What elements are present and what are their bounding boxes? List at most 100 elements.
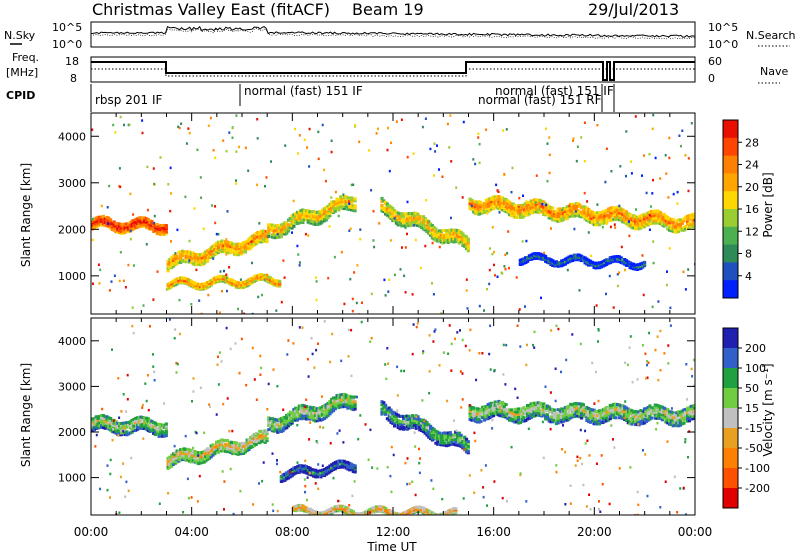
scatter-cell-0 xyxy=(148,427,152,431)
scatter-cell-1 xyxy=(229,251,233,255)
scatter-cell-1 xyxy=(231,443,235,447)
noise-cell xyxy=(97,263,100,266)
scatter-cell-2 xyxy=(328,202,332,206)
scatter-cell-1 xyxy=(265,432,269,436)
scatter-cell-6 xyxy=(572,253,576,257)
scatter-cell-4 xyxy=(529,202,533,206)
scatter-cell-2 xyxy=(303,209,307,213)
scatter-cell-3 xyxy=(464,237,469,241)
scatter-cell-4 xyxy=(644,409,648,413)
scatter-cell-4 xyxy=(633,224,638,228)
scatter-cell-4 xyxy=(617,209,621,213)
scatter-cell-4 xyxy=(513,212,517,216)
scatter-cell-4 xyxy=(535,208,539,212)
scatter-cell-0 xyxy=(127,224,131,228)
scatter-cell-1 xyxy=(236,244,240,248)
noise-cell xyxy=(682,270,685,274)
scatter-cell-0 xyxy=(114,427,118,430)
scatter-cell-4 xyxy=(477,420,481,424)
scatter-cell-4 xyxy=(632,417,636,421)
scatter-cell-2 xyxy=(349,404,354,408)
scatter-cell-2 xyxy=(328,402,332,406)
colorbar-tick-label: 8 xyxy=(745,248,752,261)
scatter-cell-2 xyxy=(353,197,357,201)
scatter-cell-1 xyxy=(188,459,192,463)
scatter-cell-2 xyxy=(279,425,283,429)
scatter-cell-1 xyxy=(177,256,181,260)
scatter-cell-1 xyxy=(229,446,233,450)
scatter-cell-3 xyxy=(402,224,406,228)
scatter-cell-4 xyxy=(621,213,625,217)
scatter-cell-1 xyxy=(260,439,264,443)
scatter-cell-3 xyxy=(443,431,447,435)
scatter-cell-2 xyxy=(348,205,352,209)
scatter-cell-4 xyxy=(574,409,578,413)
scatter-cell-0 xyxy=(152,425,156,429)
scatter-cell-3 xyxy=(407,219,411,223)
scatter-cell-6 xyxy=(569,254,573,258)
scatter-cell-4 xyxy=(637,410,641,414)
scatter-cell-2 xyxy=(301,215,305,219)
scatter-cell-4 xyxy=(693,412,695,416)
scatter-cell-1 xyxy=(218,441,222,445)
scatter-cell-0 xyxy=(100,215,104,219)
scatter-cell-4 xyxy=(678,218,682,222)
scatter-cell-3 xyxy=(396,423,400,427)
scatter-cell-3 xyxy=(409,218,413,222)
scatter-cell-4 xyxy=(648,404,652,408)
scatter-cell-1 xyxy=(234,441,238,445)
scatter-cell-4 xyxy=(569,214,573,218)
scatter-cell-4 xyxy=(569,208,573,212)
scatter-cell-4 xyxy=(473,209,478,213)
scatter-cell-1 xyxy=(263,235,267,239)
scatter-cell-3 xyxy=(418,220,422,224)
scatter-cell-5 xyxy=(222,275,226,278)
scatter-cell-4 xyxy=(531,407,535,411)
scatter-cell-4 xyxy=(482,413,487,417)
scatter-cell-4 xyxy=(520,212,524,216)
scatter-cell-6 xyxy=(588,263,593,267)
scatter-cell-3 xyxy=(416,417,420,421)
scatter-cell-0 xyxy=(135,423,140,427)
scatter-cell-1 xyxy=(254,242,258,246)
scatter-cell-2 xyxy=(326,414,330,418)
scatter-cell-3 xyxy=(448,433,452,437)
scatter-cell-6 xyxy=(635,265,639,268)
scatter-cell-1 xyxy=(180,258,185,262)
scatter-cell-1 xyxy=(173,257,177,261)
scatter-cell-4 xyxy=(486,417,490,421)
scatter-cell-4 xyxy=(610,413,614,417)
scatter-cell-3 xyxy=(454,230,458,234)
scatter-cell-3 xyxy=(393,411,397,415)
scatter-cell-3 xyxy=(411,221,415,225)
scatter-cell-4 xyxy=(650,222,654,226)
scatter-cell-4 xyxy=(569,416,573,420)
scatter-cell-4 xyxy=(526,412,530,416)
scatter-cell-3 xyxy=(464,442,469,446)
scatter-cell-3 xyxy=(389,210,393,214)
scatter-cell-4 xyxy=(491,412,496,415)
scatter-cell-4 xyxy=(509,411,513,414)
scatter-cell-2 xyxy=(322,209,327,213)
scatter-cell-2 xyxy=(339,403,343,407)
scatter-cell-4 xyxy=(576,411,580,415)
noise-cell xyxy=(321,123,324,127)
scatter-cell-3 xyxy=(414,220,418,224)
scatter-cell-4 xyxy=(486,197,490,201)
scatter-cell-2 xyxy=(342,195,346,199)
scatter-cell-1 xyxy=(233,448,237,452)
nave-label: Nave xyxy=(760,65,788,78)
scatter-cell-4 xyxy=(687,412,691,416)
scatter-cell-6 xyxy=(592,266,596,269)
scatter-cell-4 xyxy=(653,410,657,414)
scatter-cell-3 xyxy=(461,234,465,238)
scatter-cell-4 xyxy=(560,212,564,216)
scatter-cell-5 xyxy=(333,467,337,471)
scatter-cell-3 xyxy=(445,435,449,439)
scatter-cell-0 xyxy=(132,427,136,431)
scatter-cell-3 xyxy=(402,214,406,218)
scatter-cell-4 xyxy=(513,415,517,419)
scatter-cell-0 xyxy=(121,229,125,233)
noise-cell xyxy=(214,205,217,208)
scatter-cell-1 xyxy=(260,433,264,437)
